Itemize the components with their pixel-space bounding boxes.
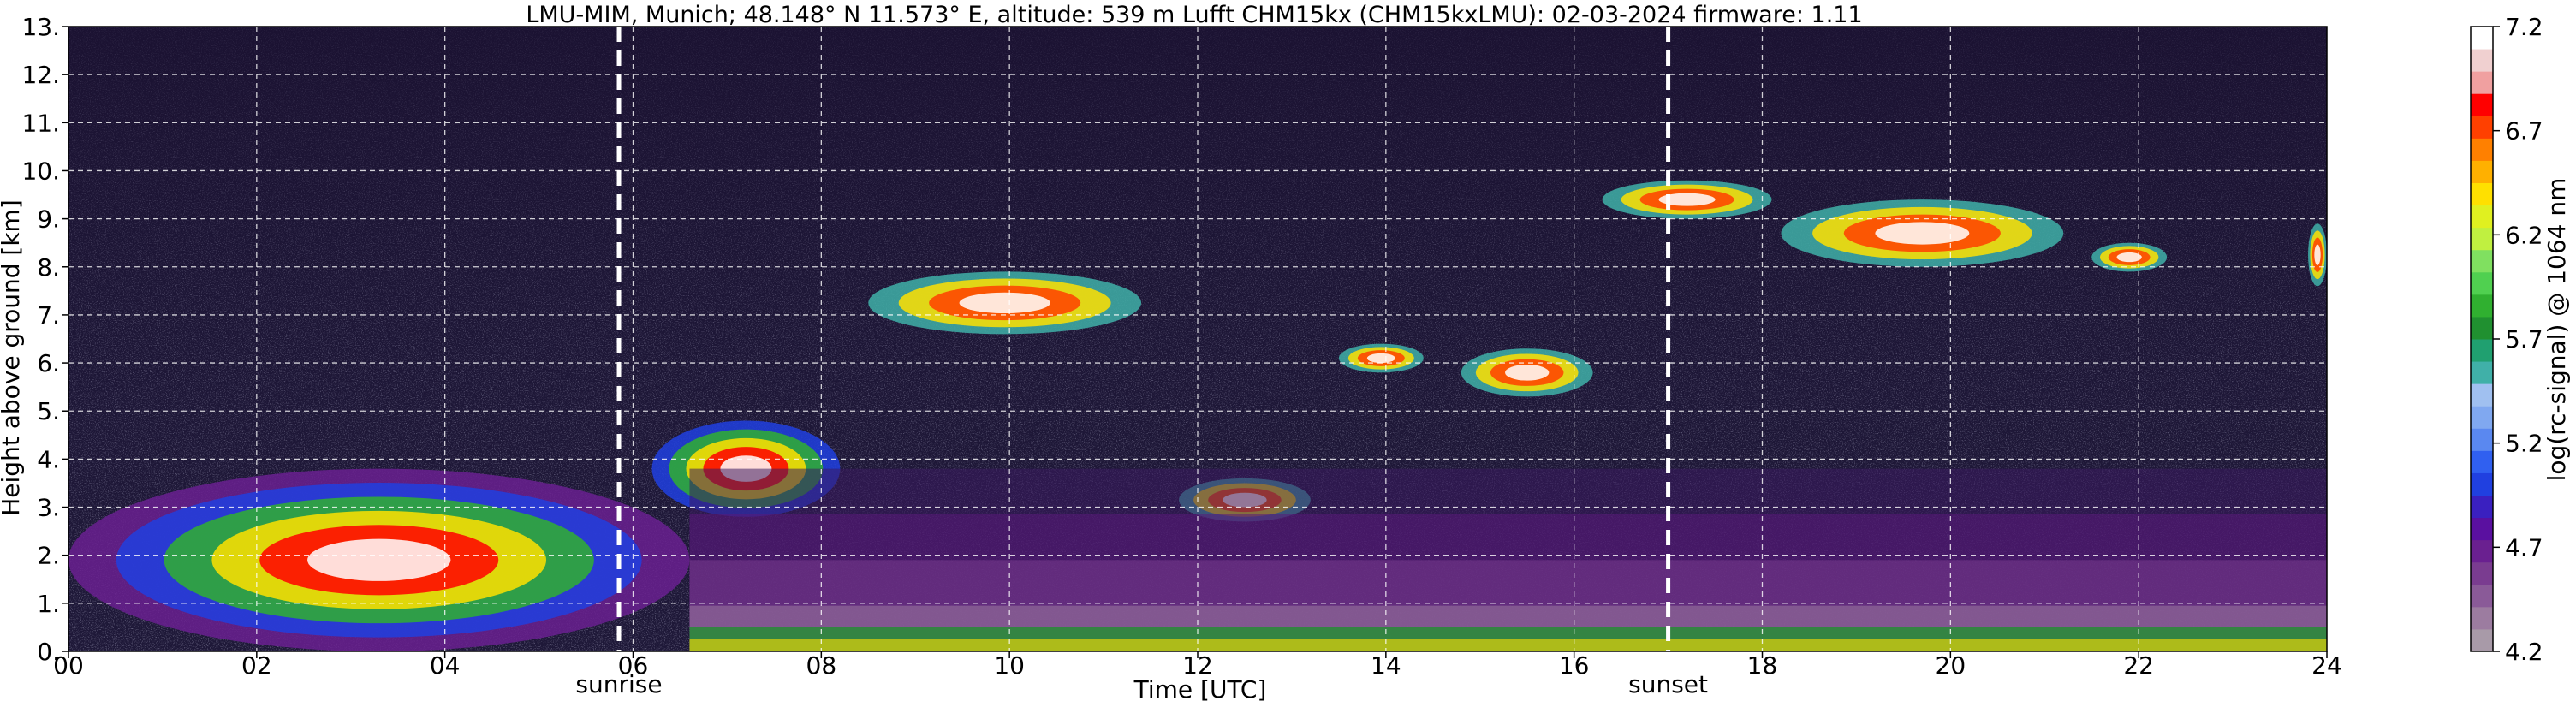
feature-cloud [2308, 223, 2327, 287]
feature-residual_layer_evening [689, 468, 2327, 651]
colorbar-segment [2471, 27, 2493, 50]
y-tick-label: 7. [37, 301, 60, 330]
colorbar-segment [2471, 205, 2493, 229]
colorbar-segment [2471, 249, 2493, 273]
colorbar-segment [2471, 116, 2493, 139]
feature-cloud [1781, 199, 2064, 267]
feature-cloud [2091, 242, 2168, 272]
colorbar-tick-label: 5.7 [2505, 325, 2543, 354]
colorbar-tick-label: 7.2 [2505, 13, 2543, 41]
x-tick-label: 04 [430, 651, 461, 680]
x-tick-label: 10 [994, 651, 1025, 680]
colorbar-segment [2471, 428, 2493, 451]
colorbar-segment [2471, 561, 2493, 585]
colorbar-segment [2471, 294, 2493, 318]
colorbar-segment [2471, 49, 2493, 72]
colorbar-segment [2471, 517, 2493, 541]
y-tick-label: 2. [37, 542, 60, 570]
plot-area [68, 26, 2328, 652]
colorbar-segment [2471, 71, 2493, 94]
colorbar-tick-label: 4.7 [2505, 533, 2543, 561]
y-tick-label: 9. [37, 205, 60, 234]
y-axis-label: Height above ground [km] [0, 199, 25, 516]
y-tick-label: 13. [21, 13, 60, 41]
colorbar-tick-label: 6.7 [2505, 117, 2543, 146]
colorbar-segment [2471, 339, 2493, 362]
x-tick-label: 22 [2123, 651, 2154, 680]
colorbar-tick-label: 6.2 [2505, 221, 2543, 249]
feature-contour [307, 538, 451, 581]
feature-contour [1505, 364, 1550, 381]
x-tick-label: 00 [53, 651, 84, 680]
feature-contour [1875, 222, 1970, 245]
x-tick-label: 20 [1936, 651, 1966, 680]
colorbar-segment [2471, 316, 2493, 340]
x-tick-label: 14 [1371, 651, 1401, 680]
colorbar-segment [2471, 495, 2493, 519]
y-tick-label: 11. [21, 109, 60, 137]
chart-title: LMU-MIM, Munich; 48.148° N 11.573° E, al… [526, 2, 1862, 28]
y-tick-label: 3. [37, 494, 60, 522]
annotation-label-sunrise: sunrise [575, 670, 662, 698]
x-tick-label: 18 [1747, 651, 1778, 680]
y-tick-label: 5. [37, 397, 60, 425]
colorbar-segment [2471, 271, 2493, 295]
colorbar-segment [2471, 606, 2493, 630]
colorbar: 4.2 4.7 5.2 5.7 6.2 6.7 7.2 [2470, 13, 2543, 666]
colorbar-segment [2471, 406, 2493, 429]
y-tick-label: 0. [37, 638, 60, 666]
x-tick-label: 08 [806, 651, 837, 680]
x-tick-label: 02 [241, 651, 272, 680]
colorbar-segment [2471, 539, 2493, 563]
colorbar-tick-label: 5.2 [2505, 430, 2543, 458]
colorbar-segment [2471, 160, 2493, 183]
feature-boundary_layer_night [68, 468, 690, 651]
feature-cloud [1338, 343, 1424, 373]
x-axis-label: Time [UTC] [1133, 675, 1267, 704]
colorbar-label: log(rc-signal) @ 1064 nm [2543, 178, 2571, 482]
x-tick-label: 16 [1559, 651, 1590, 680]
annotations: sunrise sunset [575, 670, 1708, 698]
y-tick-label: 8. [37, 253, 60, 282]
colorbar-segment [2471, 383, 2493, 407]
annotation-label-sunset: sunset [1628, 670, 1708, 698]
y-tick-label: 6. [37, 349, 60, 377]
feature-contour [2314, 244, 2321, 265]
x-tick-label: 06 [618, 651, 649, 680]
colorbar-segment [2471, 450, 2493, 473]
feature-cloud [868, 271, 1142, 335]
feature-cloud [1461, 348, 1593, 397]
colorbar-segment [2471, 628, 2493, 652]
feature-ground-layer-core [689, 639, 2327, 651]
colorbar-segment [2471, 472, 2493, 496]
x-tick-label: 24 [2311, 651, 2342, 680]
x-axis-ticks: 00 02 04 06 08 10 12 14 16 18 20 22 24 [53, 651, 2342, 680]
sun-event-lines [616, 27, 1671, 651]
colorbar-segment [2471, 138, 2493, 161]
y-axis-ticks: 0. 1. 2. 3. 4. 5. 6. 7. 8. 9. 10. 11. 12. 13. [21, 13, 68, 666]
colorbar-segment [2471, 182, 2493, 206]
y-tick-label: 1. [37, 590, 60, 618]
colorbar-tick-label: 4.2 [2505, 638, 2543, 666]
feature-contour [1658, 193, 1716, 206]
feature-contour [1366, 353, 1395, 364]
feature-contour [2116, 252, 2142, 263]
colorbar-segment [2471, 227, 2493, 251]
colorbar-segment [2471, 93, 2493, 116]
signal-features [68, 180, 2327, 651]
feature-contour [959, 292, 1050, 314]
colorbar-segment [2471, 361, 2493, 384]
y-tick-label: 12. [21, 61, 60, 89]
colorbar-segment [2471, 584, 2493, 608]
y-tick-label: 10. [21, 157, 60, 185]
grid-lines [68, 27, 2327, 651]
y-tick-label: 4. [37, 445, 60, 473]
x-tick-label: 12 [1182, 651, 1213, 680]
feature-cloud [1602, 180, 1772, 219]
